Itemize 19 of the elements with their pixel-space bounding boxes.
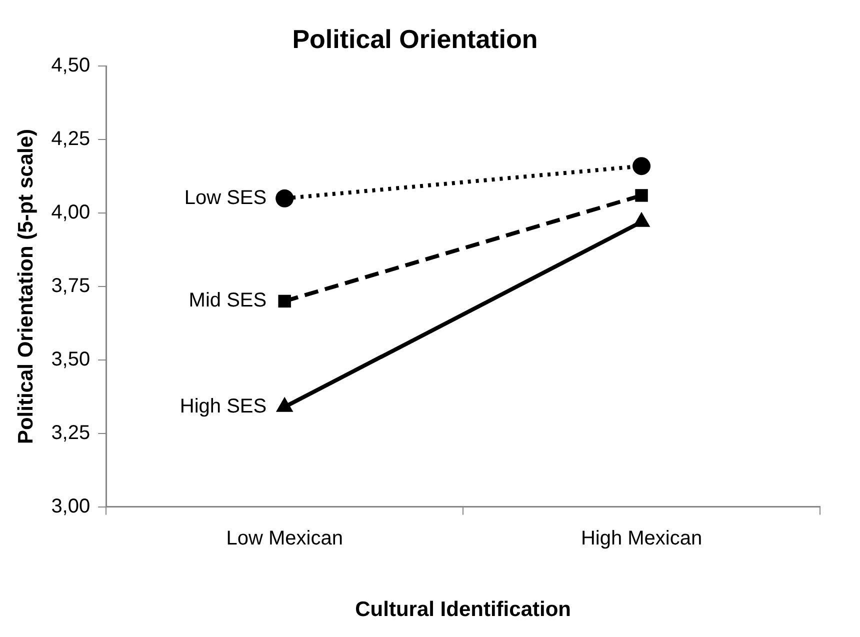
- y-tick-label: 3,00: [51, 495, 90, 518]
- y-tick-label: 3,75: [51, 275, 90, 298]
- chart-title: Political Orientation: [292, 24, 538, 54]
- point: [635, 189, 648, 202]
- point: [632, 157, 651, 176]
- point: [278, 294, 291, 308]
- x-tick-label: High Mexican: [580, 527, 702, 550]
- y-tick-label: 4,00: [51, 202, 90, 224]
- y-tick-label: 4,50: [51, 54, 90, 77]
- y-tick-label: 3,25: [51, 422, 90, 444]
- series-label: High SES: [180, 395, 267, 418]
- y-tick-label: 3,50: [51, 348, 90, 370]
- x-tick-label: Low Mexican: [226, 527, 343, 550]
- x-axis-title: Cultural Identification: [355, 598, 571, 622]
- series-label: Mid SES: [188, 290, 267, 312]
- y-tick-label: 4,25: [51, 128, 90, 150]
- y-axis-title: Political Orientation (5-pt scale): [14, 128, 38, 444]
- point: [276, 189, 294, 208]
- series-label: Low SES: [184, 186, 267, 209]
